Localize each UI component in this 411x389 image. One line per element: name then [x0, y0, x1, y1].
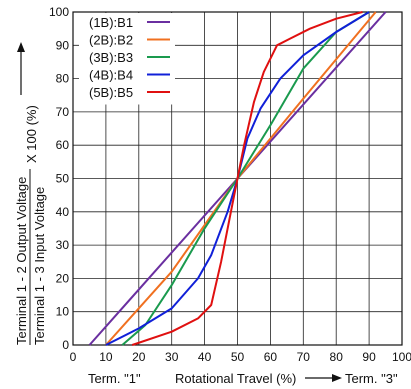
y-tick-label: 100 [49, 5, 69, 19]
y-tick-label: 0 [62, 338, 69, 352]
legend-label: (3B):B3 [89, 50, 133, 65]
y-label-numerator: Terminal 1 - 2 Output Voltage [14, 177, 29, 345]
y-tick-label: 40 [56, 205, 70, 219]
legend-background [79, 13, 175, 105]
plot-frame [72, 11, 403, 346]
y-tick-label: 80 [56, 72, 70, 86]
x-label-term1: Term. "1" [88, 371, 141, 386]
x-tick-label: 80 [330, 350, 344, 364]
series-line-5 [131, 11, 363, 346]
series-lines [88, 11, 387, 346]
axes [72, 11, 403, 346]
legend-label: (4B):B4 [89, 68, 133, 83]
x-axis-label: Rotational Travel (%) [175, 371, 296, 386]
y-tick-label: 50 [56, 172, 70, 186]
y-label-arrow-icon [17, 42, 25, 52]
y-tick-label: 20 [56, 271, 70, 285]
x-tick-label: 10 [99, 350, 113, 364]
legend: (1B):B1 (2B):B2 (3B):B3 (4B):B4 (5B):B5 [79, 13, 175, 105]
x-tick-label: 20 [132, 350, 146, 364]
x-tick-label: 50 [231, 350, 245, 364]
y-tick-label: 10 [56, 305, 70, 319]
x-tick-label: 100 [392, 350, 411, 364]
y-tick-label: 60 [56, 138, 70, 152]
y-axis-label: Terminal 1 - 2 Output Voltage Terminal 1… [14, 105, 47, 345]
tick-labels: 0 10 20 30 40 50 60 70 80 90 100 0 10 20 30 40 50 60 70 80 9… [49, 5, 411, 364]
legend-label: (5B):B5 [89, 85, 133, 100]
y-label-suffix: X 100 (%) [24, 105, 39, 163]
x-tick-label: 0 [70, 350, 77, 364]
x-label-term3: Term. "3" [345, 371, 398, 386]
y-tick-label: 70 [56, 105, 70, 119]
legend-label: (1B):B1 [89, 15, 133, 30]
x-label-arrow-icon [332, 374, 342, 382]
y-label-denominator: Terminal 1 - 3 Input Voltage [32, 187, 47, 345]
x-tick-label: 60 [264, 350, 278, 364]
y-tick-label: 30 [56, 238, 70, 252]
x-tick-label: 90 [362, 350, 376, 364]
x-tick-label: 40 [198, 350, 212, 364]
y-tick-label: 90 [56, 38, 70, 52]
x-tick-label: 30 [165, 350, 179, 364]
x-tick-label: 70 [297, 350, 311, 364]
legend-label: (2B):B2 [89, 33, 133, 48]
